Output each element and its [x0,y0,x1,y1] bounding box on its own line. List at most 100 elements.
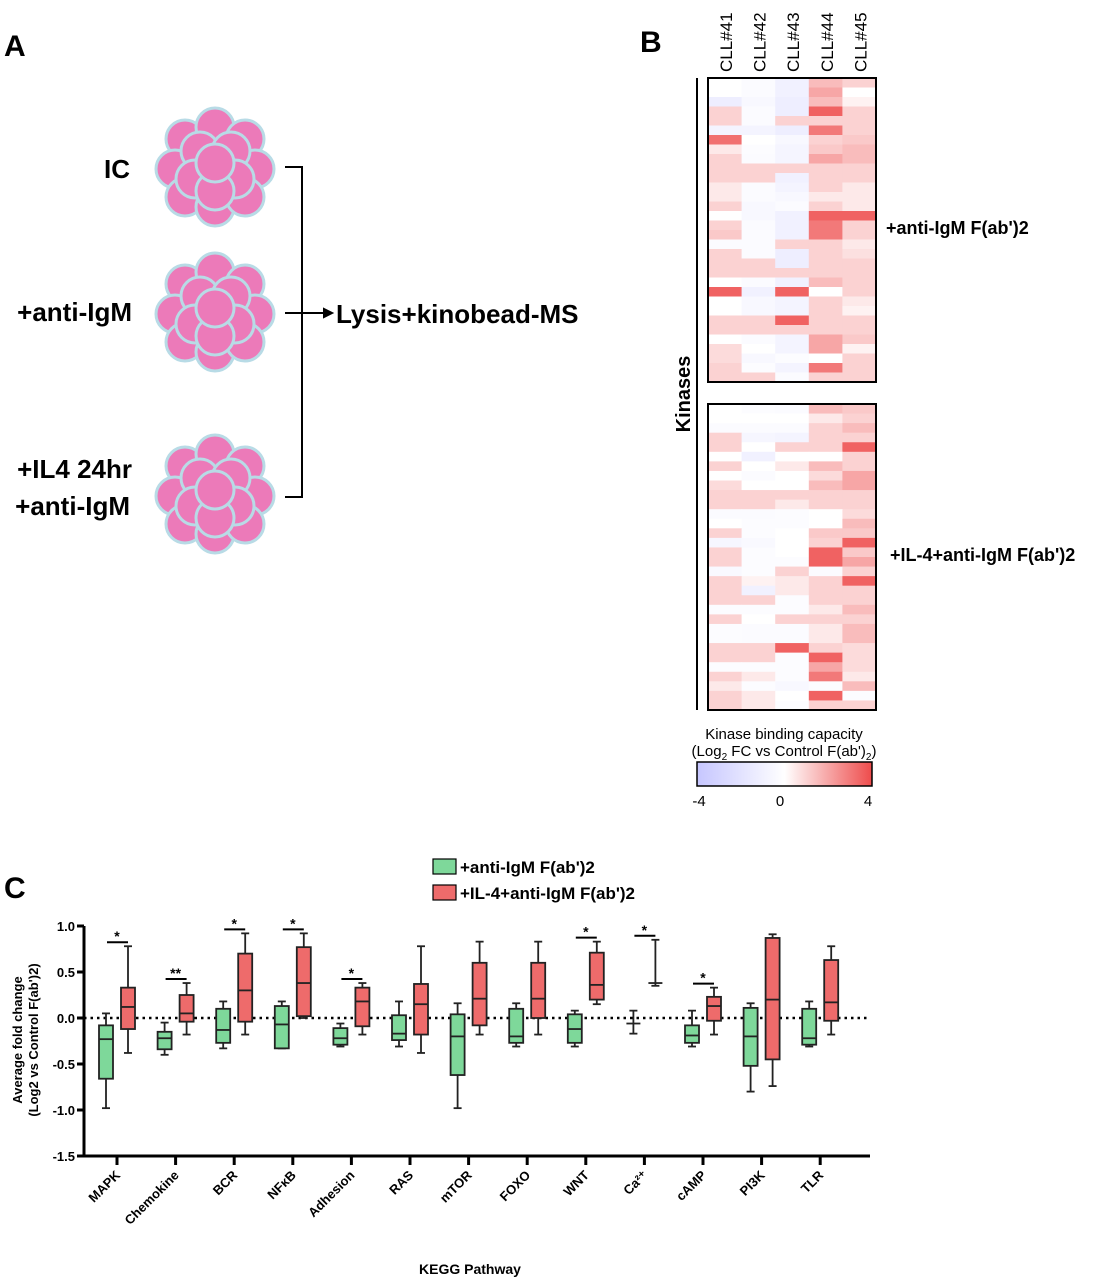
heatmap-cell [708,451,743,462]
heatmap-cell [708,211,743,221]
heatmap-cell [741,125,776,136]
box [413,945,429,1054]
heatmap-cell [775,404,810,415]
x-tick-label: NFκB [264,1168,299,1203]
heatmap-cell [775,585,810,596]
panel-a-label: A [4,30,26,63]
heatmap-cell [808,451,843,462]
heatmap-cell [708,230,743,240]
heatmap-cell [842,87,877,98]
heatmap-cell [808,144,843,155]
heatmap-cell [842,623,877,634]
heatmap-cell [775,116,810,126]
colorbar-title-1: Kinase binding capacity [705,726,863,743]
heatmap-cell [842,547,877,558]
heatmap-cell [708,249,743,259]
heatmap-cell [842,78,877,88]
heatmap-cell [808,344,843,354]
significance-marker: * [290,915,296,931]
heatmap-cell [775,334,810,345]
heatmap-cell [842,442,877,453]
heatmap-cell [775,662,810,673]
heatmap-cell [741,662,776,673]
heatmap-cell [842,595,877,606]
heatmap-cell [842,192,877,202]
heatmap-cell [808,97,843,107]
heatmap-cell [741,700,776,711]
heatmap-cell [808,557,843,568]
heatmap-cell [808,614,843,625]
heatmap-cell [741,557,776,568]
heatmap-cell [775,470,810,481]
heatmap-cell [842,662,877,673]
heatmap-block-border [707,403,877,711]
heatmap-cell [775,201,810,212]
heatmap-cell [741,325,776,335]
heatmap-cell [775,125,810,136]
cell-cluster [154,106,276,228]
heatmap-cell [842,614,877,625]
heatmap-cell [842,296,877,307]
y-tick-label: 0.0 [57,1011,75,1026]
heatmap-cell [808,258,843,269]
heatmap-cell [808,230,843,240]
heatmap-cell [842,154,877,164]
heatmap-cell [808,652,843,663]
heatmap-cell [741,334,776,345]
heatmap-cell [741,576,776,587]
panel-b-label: B [640,26,662,59]
heatmap-cell [708,690,743,701]
heatmap-cell [842,239,877,250]
box [215,1000,232,1050]
heatmap-cell [775,192,810,202]
heatmap-cell [741,528,776,539]
column-header: CLL#41 [717,12,736,72]
heatmap-cell [741,106,776,117]
heatmap-cell [775,566,810,577]
significance-marker: * [642,922,648,938]
x-tick-label: Chemokine [122,1168,182,1228]
heatmap-cell [708,566,743,577]
condition-il4-label-line1: +IL4 24hr [17,454,132,484]
heatmap-cell [808,154,843,164]
heatmap-cell [708,671,743,682]
x-tick-label: BCR [210,1167,241,1198]
heatmap-cell [708,432,743,443]
heatmap-cell [842,490,877,501]
heatmap-cell [775,258,810,269]
heatmap-cell [808,623,843,634]
heatmap-cell [708,201,743,212]
heatmap-cell [775,344,810,354]
heatmap-cell [708,576,743,587]
heatmap-cell [741,154,776,164]
heatmap-cell [808,287,843,297]
heatmap-cell [842,461,877,472]
heatmap-cell [741,344,776,354]
heatmap-cell [708,144,743,155]
heatmap-cell [842,537,877,548]
heatmap-cell [775,547,810,558]
heatmap-cell [842,681,877,692]
column-header: CLL#43 [784,12,803,72]
heatmap-cell [808,163,843,174]
heatmap-cell [842,652,877,663]
heatmap-cell [775,518,810,529]
heatmap-cell [808,690,843,701]
significance-marker: * [349,965,355,981]
heatmap-cell [708,258,743,269]
heatmap-cell [775,557,810,568]
heatmap-cell [708,461,743,472]
heatmap-cell [741,509,776,520]
column-header: CLL#45 [851,12,870,72]
heatmap-cell [741,499,776,510]
box-body [588,951,605,1001]
box-body [706,995,722,1022]
heatmap-cell [708,537,743,548]
box [566,1009,583,1048]
heatmap-cell [842,173,877,183]
x-tick-label: mTOR [437,1167,475,1205]
heatmap-cell [741,306,776,316]
heatmap-cell [775,537,810,548]
heatmap-cell [708,547,743,558]
box [237,932,254,1036]
